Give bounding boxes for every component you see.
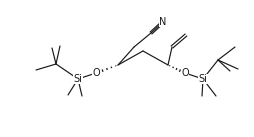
Text: O: O xyxy=(181,68,189,78)
Text: Si: Si xyxy=(199,74,208,84)
Text: Si: Si xyxy=(74,74,83,84)
Text: O: O xyxy=(92,68,100,78)
Text: N: N xyxy=(159,17,167,27)
